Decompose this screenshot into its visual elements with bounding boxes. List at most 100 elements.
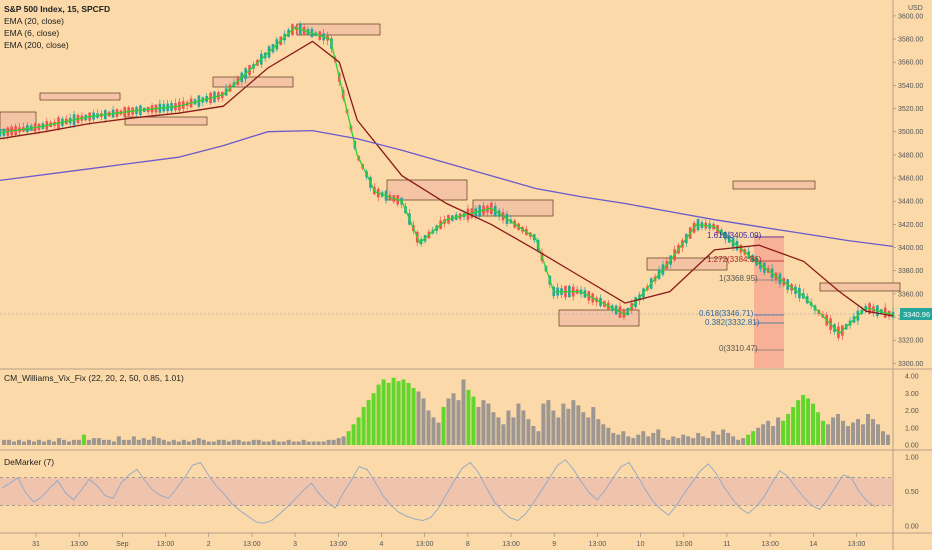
price-tick-label: 3320.00 <box>898 338 923 345</box>
vix-bar <box>871 419 876 445</box>
vix-bar <box>846 426 851 445</box>
time-tick-label: 9 <box>552 541 556 548</box>
vix-bar <box>71 439 76 445</box>
vix-bar <box>611 432 616 445</box>
legend-ema200: EMA (200, close) <box>4 40 69 50</box>
vix-bar <box>646 436 651 445</box>
chart-title: S&P 500 Index, 15, SPCFD <box>4 4 110 14</box>
vix-bar <box>571 400 576 445</box>
vix-bar <box>741 438 746 445</box>
vix-tick-label: 1.00 <box>905 425 919 432</box>
fib-label-0382: 0.382(3332.81) <box>705 318 760 327</box>
vix-bar <box>861 424 866 445</box>
vix-bar <box>131 436 136 445</box>
fib-label-0618: 0.618(3346.71) <box>699 309 754 318</box>
legend-ema6: EMA (6, close) <box>4 28 59 38</box>
vix-bar <box>211 441 216 445</box>
vix-bar <box>361 407 366 445</box>
zone-box <box>472 199 554 217</box>
ema6-line <box>0 26 894 335</box>
vix-bar <box>736 439 741 445</box>
vix-bar <box>286 439 291 445</box>
time-tick-label: 11 <box>723 541 730 548</box>
vix-bar <box>181 439 186 445</box>
vix-bar <box>651 432 656 445</box>
vix-bar <box>306 441 311 445</box>
vix-bar <box>721 429 726 445</box>
vix-bar <box>476 407 481 445</box>
vix-bar <box>606 427 611 445</box>
last-price-badge <box>900 308 932 320</box>
vix-bar <box>236 439 241 445</box>
vix-bar <box>2 439 6 445</box>
vix-bar <box>746 434 751 445</box>
vix-bar <box>816 412 821 445</box>
vix-bar <box>616 434 621 445</box>
vix-bar <box>681 434 686 445</box>
vix-bar <box>296 441 301 445</box>
vix-bar <box>111 441 116 445</box>
vix-bar <box>536 431 541 445</box>
vix-bar <box>631 438 636 445</box>
vix-bar <box>326 439 331 445</box>
vix-bar <box>206 441 211 445</box>
vix-bar <box>246 441 251 445</box>
time-tick-label: 13:00 <box>589 541 607 548</box>
vix-bar <box>391 377 396 445</box>
vix-bar <box>121 439 126 445</box>
vix-bar <box>226 441 231 445</box>
vix-bar <box>626 436 631 445</box>
vix-bar <box>171 439 176 445</box>
vix-bar <box>441 407 446 445</box>
vix-bar <box>276 441 281 445</box>
vix-bar <box>231 439 236 445</box>
price-tick-label: 3460.00 <box>898 176 923 183</box>
vix-bar <box>621 431 626 445</box>
vix-bar <box>346 431 351 445</box>
vix-bar <box>251 439 256 445</box>
vix-bar <box>566 408 571 445</box>
vix-bar <box>601 424 606 445</box>
vix-bar <box>676 438 681 445</box>
vix-bar <box>821 420 826 445</box>
vix-bar <box>576 405 581 445</box>
vix-bar <box>366 400 371 445</box>
vix-bar <box>331 439 336 445</box>
price-tick-label: 3380.00 <box>898 268 923 275</box>
ema-lines <box>0 26 894 335</box>
vix-bar <box>761 424 766 445</box>
vix-bar <box>511 417 516 445</box>
time-tick-label: 13:00 <box>243 541 261 548</box>
zone-box <box>296 23 381 36</box>
vix-bar <box>716 434 721 445</box>
vix-bar <box>91 438 96 445</box>
time-tick-label: 13:00 <box>157 541 175 548</box>
vix-bar <box>526 419 531 445</box>
vix-bar <box>156 438 161 445</box>
vix-bar <box>161 439 166 445</box>
time-axis: 31 13:00 Sep 13:00 2 13:00 3 13:00 4 13:00 8 13:00 9… <box>32 533 865 548</box>
demarker-tick-label: 0.50 <box>905 489 919 496</box>
zone-box <box>819 282 901 292</box>
vix-tick-label: 0.00 <box>905 443 919 450</box>
vix-bar <box>496 417 501 445</box>
vix-bar <box>386 382 391 445</box>
vix-bar <box>851 422 856 445</box>
demarker-series-line <box>1 459 876 524</box>
vix-bar <box>856 419 861 445</box>
vix-bar <box>101 439 106 445</box>
vix-bar <box>696 432 701 445</box>
ema20-line <box>0 40 894 317</box>
vix-bar <box>186 441 191 445</box>
price-tick-label: 3420.00 <box>898 222 923 229</box>
price-tick-label: 3400.00 <box>898 245 923 252</box>
vix-bar <box>691 438 696 445</box>
fib-label-0: 0(3310.47) <box>719 344 758 353</box>
vix-bar <box>466 389 471 445</box>
demarker-tick-label: 0.00 <box>905 524 919 531</box>
vix-bar <box>416 391 421 445</box>
vix-bar <box>666 439 671 445</box>
time-tick-label: 8 <box>466 541 470 548</box>
